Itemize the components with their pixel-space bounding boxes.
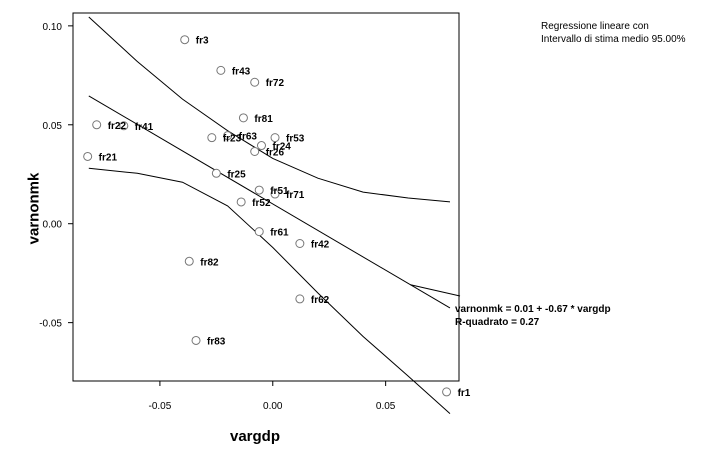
y-tick-label: 0.10 xyxy=(43,22,63,33)
point-label: fr1 xyxy=(458,388,471,399)
data-point xyxy=(83,151,93,161)
data-point xyxy=(191,335,201,345)
point-label: fr21 xyxy=(99,152,118,163)
r-squared-line: R-quadrato = 0.27 xyxy=(455,317,540,328)
point-label: fr63 xyxy=(239,132,258,143)
point-label: fr43 xyxy=(232,66,251,77)
y-tick-label: 0.00 xyxy=(43,220,63,231)
data-point xyxy=(250,146,260,156)
y-tick-label: 0.05 xyxy=(43,121,63,132)
point-label: fr62 xyxy=(311,295,330,306)
point-label: fr81 xyxy=(254,114,273,125)
point-label: fr71 xyxy=(286,190,305,201)
point-label: fr61 xyxy=(270,228,289,239)
point-label: fr51 xyxy=(270,186,289,197)
data-point xyxy=(270,189,280,199)
x-tick-label: 0.00 xyxy=(263,401,283,412)
regression-equation: varnonmk = 0.01 + -0.67 * vargdp R-quadr… xyxy=(455,303,611,329)
point-label: fr3 xyxy=(196,36,209,47)
data-point xyxy=(119,121,129,131)
data-point xyxy=(216,65,226,75)
legend-line-1: Regressione lineare con xyxy=(541,21,649,32)
point-label: fr22 xyxy=(108,121,127,132)
point-label: fr24 xyxy=(272,142,291,153)
data-point xyxy=(254,185,264,195)
point-label: fr42 xyxy=(311,239,330,250)
point-label: fr26 xyxy=(266,147,285,158)
upper-ci-curve xyxy=(88,16,451,203)
regression-line xyxy=(88,95,451,309)
data-point xyxy=(442,387,452,397)
y-tick-label: -0.05 xyxy=(39,319,62,330)
data-point xyxy=(270,133,280,143)
data-point xyxy=(238,113,248,123)
data-point xyxy=(180,35,190,45)
x-tick-label: -0.05 xyxy=(149,401,172,412)
point-label: fr23 xyxy=(223,134,242,145)
data-point xyxy=(223,131,233,141)
point-label: fr83 xyxy=(207,336,226,347)
x-tick-label: 0.05 xyxy=(376,401,396,412)
equation-connector xyxy=(410,284,461,297)
point-label: fr25 xyxy=(227,169,246,180)
data-point xyxy=(250,77,260,87)
point-label: fr72 xyxy=(266,78,285,89)
data-point xyxy=(295,294,305,304)
point-label: fr52 xyxy=(252,198,271,209)
point-label: fr82 xyxy=(200,257,219,268)
data-point xyxy=(295,238,305,248)
lower-ci-curve xyxy=(88,167,451,414)
equation-line: varnonmk = 0.01 + -0.67 * vargdp xyxy=(455,304,611,315)
legend-box: Regressione lineare con Intervallo di st… xyxy=(541,20,686,46)
legend-line-2: Intervallo di stima medio 95.00% xyxy=(541,34,686,45)
data-point xyxy=(236,197,246,207)
y-axis-label: varnonmk xyxy=(25,172,43,245)
data-point xyxy=(256,141,266,151)
data-point xyxy=(207,133,217,143)
x-axis-label: vargdp xyxy=(230,428,281,445)
point-label: fr53 xyxy=(286,134,305,145)
data-point xyxy=(92,120,102,130)
data-point xyxy=(184,256,194,266)
plot-frame xyxy=(72,12,460,382)
data-point xyxy=(254,227,264,237)
point-label: fr41 xyxy=(135,122,154,133)
data-point xyxy=(211,168,221,178)
